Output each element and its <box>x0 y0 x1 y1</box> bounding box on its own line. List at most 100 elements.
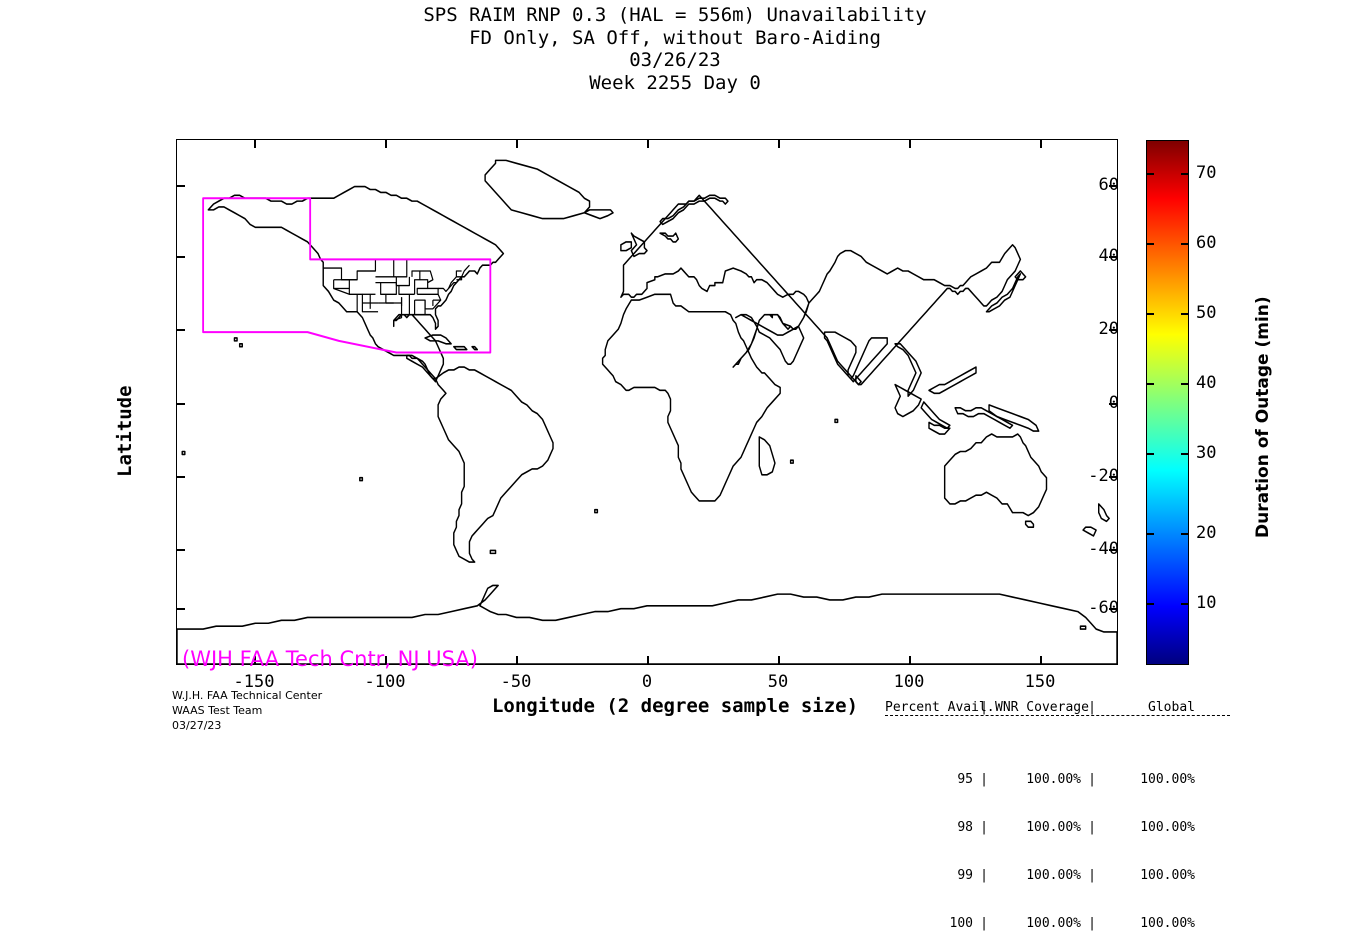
credit-line-1: W.J.H. FAA Technical Center <box>172 689 323 702</box>
x-ticklabel-m50: -50 <box>500 672 532 692</box>
credit-line-2: WAAS Test Team <box>172 704 263 717</box>
stats-cell-wnr: 100.00% <box>1026 772 1081 787</box>
title-line-3: 03/26/23 <box>629 49 721 71</box>
colorbar-tickmark-right-40 <box>1181 383 1189 385</box>
y-ticklabel-40: 40 <box>1098 246 1119 266</box>
map-plot-area <box>176 139 1118 665</box>
y-ticklabel-m20: -20 <box>1088 466 1119 486</box>
stats-cell-wnr: 100.00% <box>1026 820 1081 835</box>
colorbar-ticklabel-60: 60 <box>1196 233 1217 253</box>
credit-block: W.J.H. FAA Technical Center WAAS Test Te… <box>172 688 322 733</box>
x-tickmark-150 <box>1040 656 1042 665</box>
stats-row: 95 | 100.00% | 100.00% <box>885 772 1195 787</box>
stats-cell-wnr: 100.00% <box>1026 868 1081 883</box>
y-ticklabel-0: 0 <box>1108 393 1119 413</box>
stats-cell-percent: 99 <box>957 868 973 883</box>
stats-cell-percent: 95 <box>957 772 973 787</box>
stats-cell-global: 100.00% <box>1140 820 1195 835</box>
stats-header-sep-2: | <box>1088 700 1096 715</box>
availability-stats-table: Percent Avail.| WNR Coverage| Global 95 | 10… <box>885 678 1230 942</box>
x-ticklabel-100: 100 <box>893 672 925 692</box>
colorbar-tickmark-40 <box>1146 383 1154 385</box>
stats-row: 98 | 100.00% | 100.00% <box>885 820 1195 835</box>
stats-header-global: Global <box>1148 700 1195 715</box>
wnr-coverage-boundary <box>202 197 492 354</box>
x-tickmark-m100 <box>385 656 387 665</box>
x-tickmark-0 <box>647 656 649 665</box>
y-tickmark-right-40 <box>1109 256 1118 258</box>
y-tickmark-right-m60 <box>1109 608 1118 610</box>
x-ticklabel-m150: -150 <box>233 672 275 692</box>
colorbar-tickmark-right-60 <box>1181 243 1189 245</box>
y-tickmark-right-m20 <box>1109 476 1118 478</box>
y-tickmark-40 <box>176 256 185 258</box>
y-tickmark-20 <box>176 329 185 331</box>
stats-cell-sep-1: | <box>980 772 988 787</box>
colorbar-ticklabel-30: 30 <box>1196 443 1217 463</box>
colorbar-tickmark-right-70 <box>1181 173 1189 175</box>
colorbar-gradient <box>1146 140 1189 665</box>
stats-cell-percent: 100 <box>949 916 973 931</box>
stats-header-rule <box>885 715 1230 716</box>
stats-cell-global: 100.00% <box>1140 868 1195 883</box>
x-tickmark-top-150 <box>1040 139 1042 148</box>
stats-cell-sep-2: | <box>1088 868 1096 883</box>
stats-cell-sep-2: | <box>1088 820 1096 835</box>
stats-cell-sep-2: | <box>1088 916 1096 931</box>
title-line-4: Week 2255 Day 0 <box>589 71 761 94</box>
colorbar-tickmark-30 <box>1146 453 1154 455</box>
x-tickmark-top-m50 <box>516 139 518 148</box>
colorbar-tickmark-right-20 <box>1181 533 1189 535</box>
colorbar-ticklabel-40: 40 <box>1196 373 1217 393</box>
colorbar-tickmark-right-10 <box>1181 603 1189 605</box>
stats-cell-global: 100.00% <box>1140 772 1195 787</box>
stats-cell-percent: 98 <box>957 820 973 835</box>
credit-line-3: 03/27/23 <box>172 719 222 732</box>
y-ticklabel-m60: -60 <box>1088 598 1119 618</box>
y-tickmark-right-0 <box>1109 403 1118 405</box>
colorbar-tickmark-20 <box>1146 533 1154 535</box>
colorbar-tickmark-60 <box>1146 243 1154 245</box>
x-tickmark-top-50 <box>778 139 780 148</box>
y-ticklabel-m40: -40 <box>1088 539 1119 559</box>
title-line-2: FD Only, SA Off, without Baro-Aiding <box>469 26 881 49</box>
coastline-group <box>177 159 1117 664</box>
x-ticklabel-0: 0 <box>641 672 653 692</box>
title-line-1: SPS RAIM RNP 0.3 (HAL = 556m) Unavailabi… <box>423 4 927 26</box>
y-ticklabel-20: 20 <box>1098 319 1119 339</box>
stats-cell-global: 100.00% <box>1140 916 1195 931</box>
y-tickmark-m40 <box>176 549 185 551</box>
us-state-boundaries-group <box>323 258 470 322</box>
stats-cell-sep-2: | <box>1088 772 1096 787</box>
stats-table-header: Percent Avail.| WNR Coverage| Global <box>885 700 1230 738</box>
x-ticklabel-m100: -100 <box>364 672 406 692</box>
stats-header-wnr-coverage: WNR Coverage <box>995 700 1089 715</box>
colorbar-tickmark-70 <box>1146 173 1154 175</box>
y-tickmark-0 <box>176 403 185 405</box>
colorbar-ticklabel-50: 50 <box>1196 303 1217 323</box>
x-axis-label: Longitude (2 degree sample size) <box>491 695 859 717</box>
y-axis-label: Latitude <box>114 385 136 477</box>
colorbar-tickmark-10 <box>1146 603 1154 605</box>
x-tickmark-100 <box>909 656 911 665</box>
y-tickmark-60 <box>176 185 185 187</box>
stats-header-sep-1: | <box>980 700 988 715</box>
x-tickmark-top-m150 <box>254 139 256 148</box>
colorbar-axis-label: Duration of Outage (min) <box>1253 296 1273 538</box>
colorbar-tickmark-50 <box>1146 313 1154 315</box>
y-tickmark-right-m40 <box>1109 549 1118 551</box>
y-tickmark-m20 <box>176 476 185 478</box>
stats-row: 99 | 100.00% | 100.00% <box>885 868 1195 883</box>
stats-row: 100 | 100.00% | 100.00% <box>885 916 1195 931</box>
title-block: SPS RAIM RNP 0.3 (HAL = 556m) Unavailabi… <box>0 4 1350 94</box>
y-tickmark-right-60 <box>1109 185 1118 187</box>
x-ticklabel-150: 150 <box>1024 672 1056 692</box>
stats-cell-wnr: 100.00% <box>1026 916 1081 931</box>
colorbar-tickmark-right-30 <box>1181 453 1189 455</box>
y-tickmark-right-20 <box>1109 329 1118 331</box>
colorbar-tickmark-right-50 <box>1181 313 1189 315</box>
x-tickmark-top-0 <box>647 139 649 148</box>
stats-cell-sep-1: | <box>980 916 988 931</box>
x-ticklabel-50: 50 <box>767 672 789 692</box>
stats-header-percent-avail: Percent Avail. <box>885 700 995 715</box>
